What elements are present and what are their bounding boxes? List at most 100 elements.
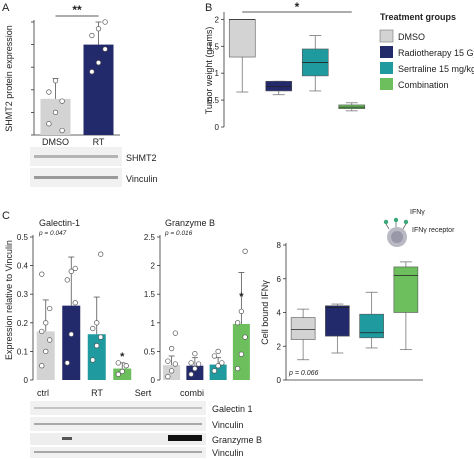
box-0 [228, 19, 256, 58]
ifng-molecule-icon [383, 219, 389, 225]
blot-a-label-vinculin: Vinculin [126, 174, 157, 184]
legend-swatch-dmso [379, 29, 394, 43]
data-point [211, 368, 218, 374]
box-sert [359, 313, 384, 339]
data-point [234, 365, 241, 372]
box-dmso [290, 317, 316, 340]
data-point [59, 127, 65, 134]
y-tick-label: 2 [277, 342, 282, 351]
data-point [188, 371, 194, 377]
data-point [89, 32, 95, 39]
blot-c: Galectin 1 Vinculin Granzyme B Vinculin [30, 401, 262, 458]
data-point [39, 328, 45, 335]
significance-marker: * [120, 351, 125, 363]
blot-c-label-vinculin-1: Vinculin [212, 420, 243, 430]
y-tick-label: 1.5 [144, 290, 156, 299]
data-point [47, 305, 53, 312]
blot-c-band-vinculin-1 [34, 423, 202, 425]
data-point [172, 330, 179, 336]
data-point [192, 351, 198, 357]
blot-c-label-granzyme: Granzyme B [212, 435, 262, 445]
icon-label-ifng: IFNγ [410, 209, 425, 216]
y-tick-label: 0.1 [17, 347, 29, 356]
data-point [68, 268, 74, 274]
y-tick-label: 6 [277, 275, 282, 284]
data-point [52, 109, 59, 116]
data-point [219, 360, 225, 366]
data-point [188, 360, 194, 366]
blot-a-band-vinculin [34, 176, 118, 179]
y-tick-label: 0 [215, 123, 220, 132]
chart-galectin: 0 0.1 0.2 0.3 0.4 0.5 Galectin-1 p = 0.047 Expre… [4, 218, 204, 398]
data-point [115, 360, 121, 366]
significance-marker: * [295, 0, 300, 14]
data-point [123, 363, 129, 369]
y-axis-label: Expression relative to Vinculin [4, 240, 14, 360]
data-point [119, 368, 125, 375]
bar-ctrl [36, 331, 55, 380]
data-point [234, 320, 241, 326]
y-tick-label: 0.5 [17, 233, 29, 242]
data-point [59, 98, 65, 104]
data-point [192, 365, 198, 372]
ifng-receptor-icon: IFNγ IFNγ receptor [383, 209, 455, 247]
data-point [238, 308, 245, 315]
blot-c-band-granzyme-rt [62, 437, 72, 440]
data-point [43, 348, 49, 355]
data-point [90, 325, 96, 332]
y-tick-label: 0.5 [144, 347, 156, 356]
data-point [94, 343, 100, 349]
chart-subtitle: p = 0.047 [38, 230, 67, 237]
data-point [102, 19, 108, 25]
y-tick-label: 2 [215, 15, 220, 24]
y-tick-label: 0 [151, 376, 156, 385]
y-tick-label: 8 [277, 241, 282, 250]
data-point [68, 331, 74, 337]
y-axis-label: Cell bound IFNγ [260, 280, 270, 345]
ifng-molecule-icon [393, 217, 399, 223]
bar-sert [87, 334, 106, 380]
significance-marker: * [239, 291, 244, 303]
chart-title: Granzyme B [165, 218, 215, 228]
y-tick-label: 4 [277, 309, 282, 318]
data-point [211, 353, 218, 359]
blot-c-band-galectin [34, 407, 202, 409]
chart-subtitle: p = 0.066 [288, 370, 318, 377]
legend-item-combi: Combination [398, 80, 449, 90]
y-tick-label: 0.3 [17, 290, 29, 299]
data-point [98, 251, 104, 257]
data-point [115, 371, 121, 377]
data-point [165, 358, 171, 364]
data-point [47, 337, 53, 343]
blot-c-band-granzyme-combi [168, 435, 202, 441]
data-point [215, 348, 221, 355]
ifng-molecule-icon [403, 219, 409, 225]
legend-swatch-combi [380, 78, 393, 90]
y-tick-label: 2.5 [144, 233, 156, 242]
data-point [95, 60, 102, 66]
legend-item-dmso: DMSO [398, 32, 425, 42]
y-axis-label: SHMT2 protein expression [4, 25, 14, 132]
bar-rt [62, 305, 81, 380]
legend-swatch-sert [380, 62, 393, 74]
data-point [94, 320, 100, 326]
chart-shmt2: DMSO RT SHMT2 protein expression ** [4, 3, 120, 147]
panel-letter-c: C [2, 210, 10, 222]
data-point [165, 373, 171, 380]
y-tick-label: 0 [24, 376, 29, 385]
y-tick-label: 0.5 [208, 96, 220, 105]
y-tick-label: 0.4 [17, 262, 29, 271]
y-tick-label: 1 [215, 69, 220, 78]
legend-item-sert: Sertraline 15 mg/kg [398, 64, 474, 74]
data-point [39, 271, 45, 277]
box-1 [265, 80, 293, 92]
y-tick-label: 1 [151, 319, 156, 328]
legend-title: Treatment groups [380, 12, 456, 22]
significance-marker: ** [72, 3, 82, 17]
bar-rt [83, 44, 114, 135]
blot-a: SHMT2 Vinculin [30, 147, 157, 187]
y-tick-label: 2 [151, 262, 156, 271]
data-point [168, 345, 175, 352]
blot-c-strip-granzyme [30, 433, 206, 445]
